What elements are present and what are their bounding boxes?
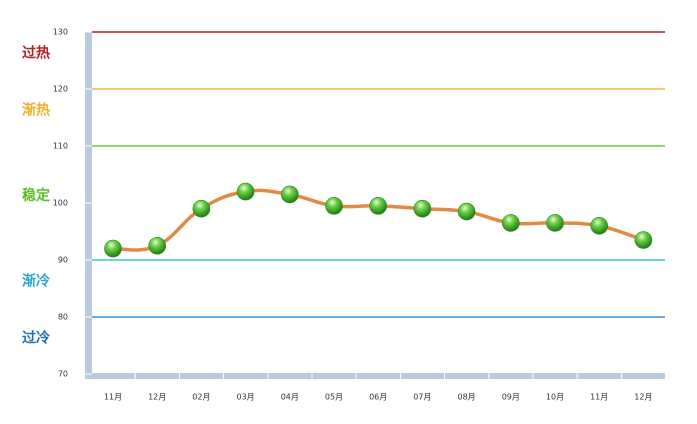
y-tick-label: 70 [58, 370, 68, 379]
x-tick-label: 09月 [502, 393, 520, 402]
data-point [546, 214, 564, 232]
y-axis-bar [85, 32, 92, 379]
y-tick-label: 100 [53, 199, 68, 208]
data-point [325, 197, 343, 215]
data-point [634, 231, 653, 249]
data-point [413, 199, 432, 218]
x-tick-label: 07月 [413, 393, 431, 402]
y-tick-label: 90 [58, 256, 68, 265]
y-tick-label: 110 [53, 142, 68, 151]
y-tick-label: 80 [58, 313, 68, 322]
x-tick-label: 06月 [369, 393, 387, 402]
x-tick-label: 12月 [148, 393, 166, 402]
data-point [104, 239, 122, 258]
x-tick-label: 10月 [546, 393, 564, 402]
data-point [148, 236, 166, 255]
data-point [457, 202, 476, 221]
x-tick-label: 12月 [634, 393, 652, 402]
zone-label: 过热 [22, 45, 50, 62]
data-point [590, 217, 609, 235]
x-tick-label: 11月 [104, 393, 122, 402]
data-point [280, 185, 299, 204]
x-tick-label: 05月 [325, 393, 343, 402]
data-point [236, 182, 255, 201]
y-tick-label: 120 [53, 85, 68, 94]
x-axis-bar [85, 373, 665, 379]
zone-label: 渐热 [22, 102, 50, 119]
data-point [501, 214, 520, 232]
x-tick-label: 11月 [590, 393, 608, 402]
data-point [192, 199, 211, 218]
x-tick-label: 04月 [281, 393, 299, 402]
x-tick-label: 08月 [458, 393, 476, 402]
y-tick-label: 130 [53, 28, 68, 37]
x-tick-label: 02月 [192, 393, 210, 402]
x-tick-label: 03月 [237, 393, 255, 402]
data-point [369, 197, 388, 215]
zone-label: 过冷 [22, 330, 50, 347]
zone-label: 渐冷 [22, 273, 50, 290]
zone-label: 稳定 [22, 187, 50, 204]
